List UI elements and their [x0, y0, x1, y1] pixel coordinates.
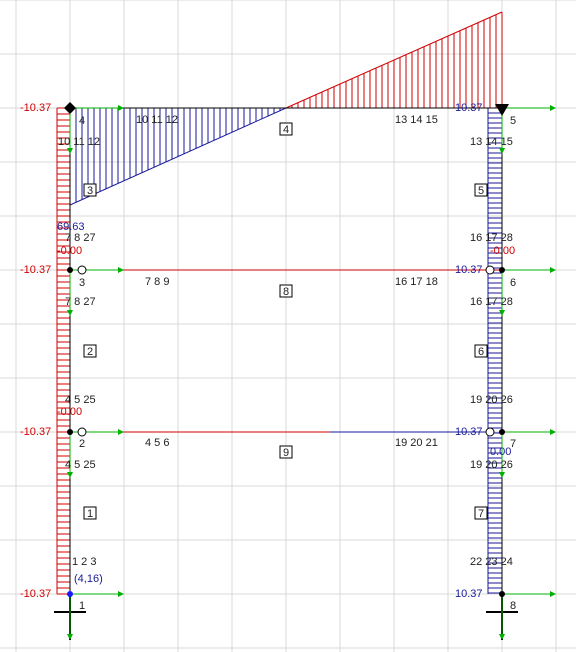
arrow-head [118, 105, 124, 111]
moment-value: 10.37 [455, 102, 483, 114]
arrow-head [118, 591, 124, 597]
member-id: 1 [87, 508, 93, 520]
member-id: 5 [478, 185, 484, 197]
label: 4 5 25 [65, 459, 96, 471]
hinge [485, 265, 495, 275]
label: 22 23 24 [470, 556, 513, 568]
label: 0.00 [490, 446, 511, 458]
label: 4 5 6 [145, 437, 169, 449]
member-box [474, 344, 488, 358]
node-id: 7 [510, 438, 516, 450]
arrow-head [550, 105, 556, 111]
label: 10 11 12 [136, 114, 178, 126]
member-box [474, 183, 488, 197]
label: 16 17 28 [470, 296, 513, 308]
moment-value: -10.37 [20, 102, 51, 114]
arrow-head [499, 472, 505, 478]
node-marker [495, 104, 509, 116]
label: 19 20 21 [395, 437, 438, 449]
hinge [77, 427, 87, 437]
member-box [279, 445, 293, 459]
member-id: 3 [87, 185, 93, 197]
arrow-head [67, 634, 73, 640]
label: -0.00 [57, 245, 82, 257]
arrow-head [499, 148, 505, 154]
node-id: 2 [79, 438, 85, 450]
node-id: 5 [510, 115, 516, 127]
member-id: 6 [478, 346, 484, 358]
diagram-edge [285, 11, 503, 109]
label: 69.63 [57, 221, 85, 233]
arrow-head [499, 634, 505, 640]
member-id: 4 [283, 124, 289, 136]
arrow-head [67, 148, 73, 154]
member-id: 8 [283, 286, 289, 298]
label: 10 11 12 [58, 136, 100, 148]
member-box [279, 284, 293, 298]
label: 7 8 27 [65, 296, 96, 308]
member-box [474, 506, 488, 520]
member-box [83, 506, 97, 520]
node [67, 267, 73, 273]
arrow-head [550, 429, 556, 435]
label: -0.00 [57, 406, 82, 418]
diagram-edge [69, 107, 287, 206]
label: 13 14 15 [395, 114, 438, 126]
label: 13 14 15 [470, 136, 513, 148]
node [67, 591, 73, 597]
moment-value: 10.37 [455, 588, 483, 600]
arrow-head [118, 429, 124, 435]
arrow-head [550, 591, 556, 597]
arrow-head [550, 267, 556, 273]
label: 19 20 26 [470, 459, 513, 471]
node [499, 267, 505, 273]
arrow-head [499, 310, 505, 316]
arrow-head [67, 310, 73, 316]
arrow-head [67, 472, 73, 478]
hinge [77, 265, 87, 275]
label: 7 8 27 [65, 232, 96, 244]
labels: -10.37 -10.37 -10.37 -10.37 10.37 10.37 … [20, 102, 516, 612]
node [499, 591, 505, 597]
arrow-head [118, 267, 124, 273]
node [499, 429, 505, 435]
hinge [485, 427, 495, 437]
label: 16 17 28 [470, 232, 513, 244]
label: 19 20 26 [470, 394, 513, 406]
node-marker [64, 102, 76, 114]
moment-value: -10.37 [20, 426, 51, 438]
member-box [83, 183, 97, 197]
node-id: 1 [79, 600, 85, 612]
node-id: 3 [79, 277, 85, 289]
label: 4 5 25 [65, 394, 96, 406]
moment-value: -10.37 [20, 588, 51, 600]
label: 7 8 9 [145, 276, 169, 288]
member-box [83, 344, 97, 358]
label: -0.00 [490, 245, 515, 257]
label: 16 17 18 [395, 276, 438, 288]
moment-value: 10.37 [455, 264, 483, 276]
node-id: 4 [79, 115, 85, 127]
member-id: 7 [478, 508, 484, 520]
node-id: 8 [510, 600, 516, 612]
moment-value: 10.37 [455, 426, 483, 438]
moment-value: -10.37 [20, 264, 51, 276]
label: (4,16) [74, 573, 103, 585]
member-box [279, 122, 293, 136]
member-id: 9 [283, 447, 289, 459]
label: 1 2 3 [72, 556, 96, 568]
diagram [54, 11, 556, 640]
node-id: 6 [510, 277, 516, 289]
member-id: 2 [87, 346, 93, 358]
node [67, 429, 73, 435]
